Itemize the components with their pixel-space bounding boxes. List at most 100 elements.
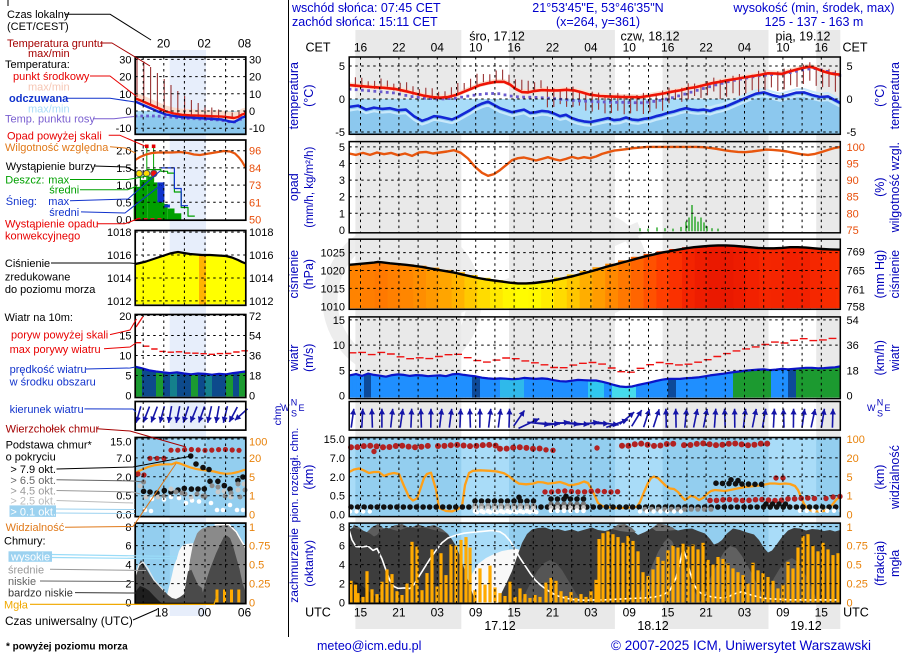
- svg-text:09: 09: [623, 605, 637, 619]
- svg-text:4: 4: [125, 560, 131, 572]
- svg-text:W: W: [867, 403, 876, 413]
- svg-text:10: 10: [249, 89, 261, 101]
- svg-text:Czas uniwersalny (UTC): Czas uniwersalny (UTC): [5, 614, 133, 628]
- svg-text:10: 10: [119, 351, 131, 363]
- svg-text:> 6.5 okt.: > 6.5 okt.: [10, 475, 56, 487]
- svg-text:96: 96: [249, 146, 261, 158]
- svg-text:30: 30: [249, 54, 261, 66]
- svg-text:3: 3: [339, 175, 345, 187]
- svg-text:(°C): (°C): [302, 85, 316, 107]
- svg-text:0: 0: [847, 510, 853, 522]
- svg-text:0: 0: [125, 106, 131, 118]
- svg-text:15: 15: [507, 605, 521, 619]
- svg-text:(°C): (°C): [873, 85, 887, 107]
- svg-text:1: 1: [847, 491, 853, 503]
- svg-text:18.12: 18.12: [637, 619, 668, 633]
- svg-text:06: 06: [238, 605, 252, 619]
- svg-text:5: 5: [847, 61, 853, 73]
- svg-text:N: N: [877, 398, 884, 408]
- svg-text:N: N: [291, 398, 298, 408]
- svg-text:04: 04: [738, 41, 752, 55]
- svg-text:konwekcyjnego: konwekcyjnego: [5, 230, 80, 242]
- svg-text:zachód słońca: 15:11 CET: zachód słońca: 15:11 CET: [292, 15, 438, 29]
- svg-text:wiatr: wiatr: [888, 345, 902, 372]
- svg-text:7.0: 7.0: [330, 453, 345, 465]
- svg-text:(mm/h, kg/m²/h): (mm/h, kg/m²/h): [304, 146, 316, 227]
- svg-text:2: 2: [125, 579, 131, 591]
- svg-text:-5: -5: [335, 127, 345, 139]
- svg-text:ciśnienie: ciśnienie: [287, 250, 301, 299]
- svg-text:bardzo niskie: bardzo niskie: [8, 588, 73, 600]
- svg-text:21: 21: [699, 605, 713, 619]
- svg-text:Deszcz:: Deszcz:: [5, 175, 44, 187]
- svg-text:18: 18: [249, 371, 261, 383]
- svg-text:90: 90: [847, 175, 859, 187]
- svg-text:max: max: [48, 196, 69, 208]
- svg-text:UTC: UTC: [843, 606, 869, 620]
- svg-text:0.5: 0.5: [249, 560, 264, 572]
- svg-text:0: 0: [339, 391, 345, 403]
- svg-text:punkt środkowy: punkt środkowy: [13, 71, 90, 83]
- svg-text:wschód słońca: 07:45 CET: wschód słońca: 07:45 CET: [291, 1, 441, 15]
- svg-text:1: 1: [847, 522, 853, 534]
- svg-text:max/min: max/min: [28, 104, 70, 116]
- svg-text:03: 03: [738, 605, 752, 619]
- svg-text:20: 20: [249, 72, 261, 84]
- svg-text:temperatura: temperatura: [888, 62, 902, 129]
- svg-text:1.5: 1.5: [116, 163, 131, 175]
- svg-text:0.5: 0.5: [847, 560, 862, 572]
- svg-text:UTC: UTC: [305, 606, 331, 620]
- svg-text:16: 16: [507, 41, 521, 55]
- svg-text:(oktanty): (oktanty): [302, 540, 316, 587]
- svg-text:średnie: średnie: [8, 564, 44, 576]
- svg-text:100: 100: [847, 434, 865, 446]
- svg-text:W: W: [281, 403, 290, 413]
- svg-text:5: 5: [249, 472, 255, 484]
- svg-text:1012: 1012: [249, 296, 273, 308]
- svg-text:max: max: [48, 175, 69, 187]
- svg-text:> 7.9 okt.: > 7.9 okt.: [10, 464, 56, 476]
- svg-text:30: 30: [119, 54, 131, 66]
- svg-text:Temp. punktu rosy: Temp. punktu rosy: [5, 114, 95, 126]
- svg-text:95: 95: [847, 159, 859, 171]
- svg-text:max porywy wiatru: max porywy wiatru: [10, 344, 101, 356]
- svg-text:Temperatura gruntu: Temperatura gruntu: [7, 38, 103, 50]
- svg-text:5: 5: [339, 365, 345, 377]
- svg-text:Ciśnienie: Ciśnienie: [5, 258, 50, 270]
- svg-text:75: 75: [847, 225, 859, 237]
- svg-text:1014: 1014: [249, 273, 273, 285]
- svg-text:769: 769: [847, 247, 865, 259]
- svg-text:wiatr: wiatr: [287, 345, 301, 372]
- svg-text:1020: 1020: [321, 266, 345, 278]
- svg-text:2: 2: [339, 192, 345, 204]
- svg-text:0: 0: [847, 391, 853, 403]
- svg-text:0.5: 0.5: [116, 491, 131, 503]
- svg-text:> 4.5 okt.: > 4.5 okt.: [10, 486, 56, 498]
- svg-text:15: 15: [661, 605, 675, 619]
- svg-text:średni: średni: [49, 207, 79, 219]
- svg-text:Wilgotność względna: Wilgotność względna: [5, 142, 109, 154]
- svg-text:0.0: 0.0: [330, 510, 345, 522]
- svg-text:4: 4: [339, 560, 345, 572]
- svg-text:10: 10: [333, 340, 345, 352]
- svg-text:Wystąpienie burzy: Wystąpienie burzy: [6, 161, 96, 173]
- svg-text:22: 22: [392, 41, 406, 55]
- svg-text:S: S: [291, 409, 297, 419]
- svg-text:00: 00: [198, 605, 212, 619]
- svg-text:02: 02: [198, 36, 212, 50]
- svg-text:max/min: max/min: [28, 48, 70, 60]
- svg-text:73: 73: [249, 180, 261, 192]
- svg-text:meteo@icm.edu.pl: meteo@icm.edu.pl: [317, 639, 421, 653]
- svg-text:10: 10: [469, 41, 483, 55]
- svg-text:6: 6: [125, 541, 131, 553]
- svg-text:2.0: 2.0: [330, 472, 345, 484]
- svg-text:S: S: [877, 409, 883, 419]
- svg-text:100: 100: [847, 142, 865, 154]
- svg-text:-5: -5: [847, 127, 857, 139]
- svg-text:* powyżej poziomu morza: * powyżej poziomu morza: [6, 642, 128, 653]
- svg-text:odczuwana: odczuwana: [9, 93, 69, 105]
- svg-text:36: 36: [249, 351, 261, 363]
- svg-text:śro, 17.12: śro, 17.12: [469, 30, 525, 44]
- svg-text:pion. rozciągł. chm.: pion. rozciągł. chm.: [289, 428, 301, 523]
- svg-text:> 0.1 okt.: > 0.1 okt.: [10, 506, 56, 518]
